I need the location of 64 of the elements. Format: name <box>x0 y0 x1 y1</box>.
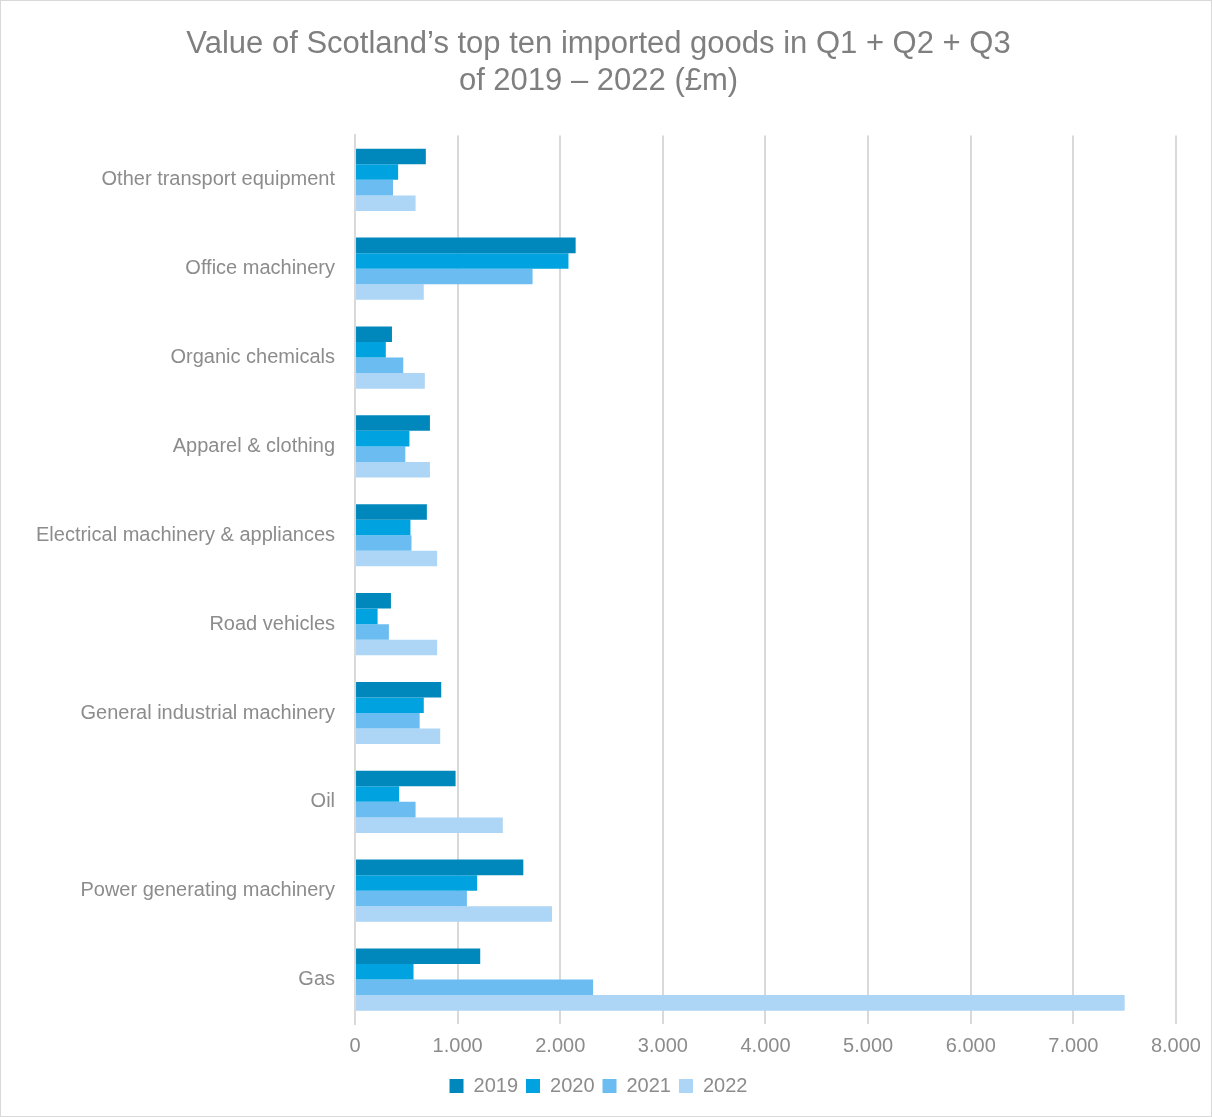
x-tick-label: 0 <box>349 1033 361 1056</box>
bar <box>356 728 441 745</box>
bar <box>356 817 503 833</box>
bar <box>356 593 391 609</box>
bar <box>356 430 410 447</box>
x-tick-label: 3.000 <box>637 1033 688 1056</box>
bar <box>356 535 412 551</box>
bar <box>356 550 438 567</box>
bar <box>356 504 427 520</box>
bar <box>356 995 1125 1011</box>
legend-label: 2022 <box>702 1073 748 1096</box>
y-tick-label: General industrial machinery <box>80 700 336 723</box>
bar <box>356 195 416 211</box>
bar <box>356 284 424 300</box>
bar <box>356 875 478 891</box>
bar <box>356 237 576 254</box>
y-tick-label: Power generating machinery <box>80 878 336 901</box>
bar <box>356 681 442 698</box>
x-tick-label: 6.000 <box>945 1033 996 1056</box>
x-tick-label: 4.000 <box>740 1033 791 1056</box>
bar <box>356 357 404 374</box>
bar <box>356 253 569 269</box>
bar <box>356 624 389 640</box>
bar <box>356 890 467 907</box>
bar <box>356 326 392 342</box>
legend-label: 2019 <box>473 1073 519 1096</box>
x-tick-label: 1.000 <box>432 1033 483 1056</box>
bar <box>356 179 393 196</box>
bar <box>356 342 386 358</box>
y-tick-label: Organic chemicals <box>170 345 336 368</box>
legend-label: 2021 <box>626 1073 671 1096</box>
y-tick-label: Other transport equipment <box>101 167 336 190</box>
legend-label: 2020 <box>550 1073 595 1096</box>
y-tick-label: Road vehicles <box>209 611 336 634</box>
bar <box>356 697 424 713</box>
bar <box>356 446 406 462</box>
bar <box>356 461 430 478</box>
bar <box>356 786 400 802</box>
bar <box>356 979 594 996</box>
bar <box>356 148 426 165</box>
bar <box>356 519 411 536</box>
bar <box>356 948 481 965</box>
bar <box>356 164 399 180</box>
y-tick-label: Gas <box>298 967 336 990</box>
y-tick-label: Office machinery <box>185 256 336 279</box>
x-tick-label: 8.000 <box>1150 1033 1202 1056</box>
y-tick-label: Oil <box>310 789 336 812</box>
bar <box>356 608 378 625</box>
y-tick-label: Electrical machinery & appliances <box>35 522 336 545</box>
bar <box>356 801 416 818</box>
chart-title: Value of Scotland’s top ten imported goods in Q1 + Q2 + Q3 of 2019 – 2022 (£m) <box>186 25 1011 98</box>
bar <box>356 712 420 729</box>
bar <box>356 415 430 431</box>
x-tick-label: 7.000 <box>1048 1033 1099 1056</box>
bar <box>356 859 524 876</box>
bar <box>356 770 456 787</box>
x-tick-label: 5.000 <box>843 1033 894 1056</box>
y-tick-label: Apparel & clothing <box>172 433 336 456</box>
bar <box>356 373 425 389</box>
bar <box>356 964 414 980</box>
bar <box>356 268 533 285</box>
x-tick-label: 2.000 <box>535 1033 586 1056</box>
bar <box>356 906 553 922</box>
bar <box>356 639 438 656</box>
